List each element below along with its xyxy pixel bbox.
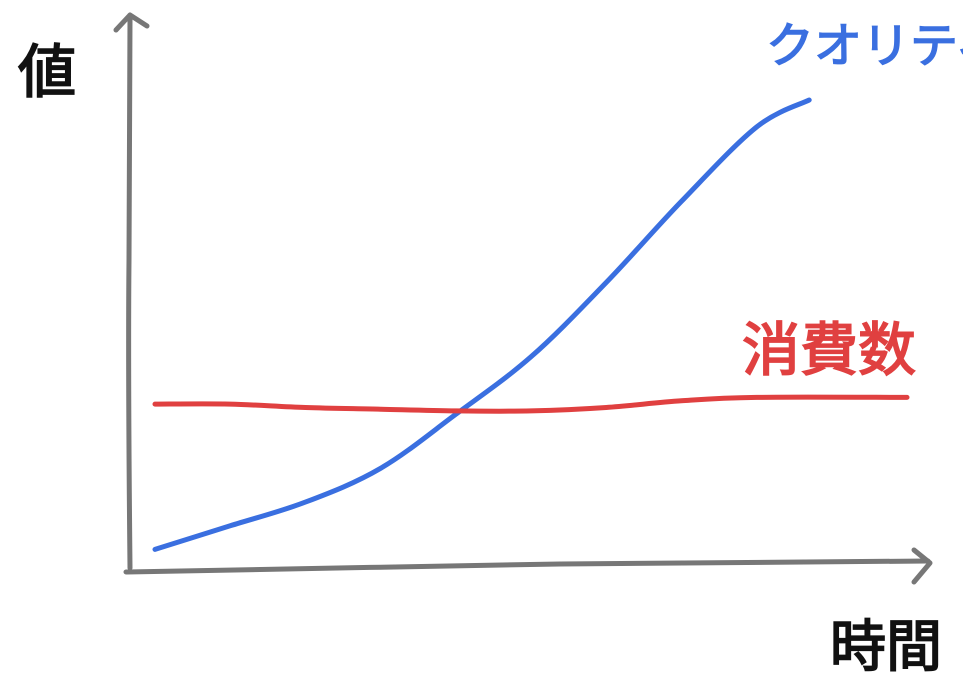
series-label-quality: クオリティー xyxy=(766,18,963,74)
series-line-1 xyxy=(152,394,910,414)
y-axis xyxy=(126,15,133,571)
series-group xyxy=(152,97,910,552)
series-label-consumption: 消費数 xyxy=(742,316,916,384)
y-axis-arrow xyxy=(113,12,150,33)
x-axis-arrow xyxy=(911,547,933,585)
x-axis-label: 時間 xyxy=(830,615,942,674)
x-axis xyxy=(123,558,931,575)
y-axis-label: 値 xyxy=(17,38,76,106)
axes xyxy=(113,12,933,585)
series-line-0 xyxy=(152,97,812,552)
